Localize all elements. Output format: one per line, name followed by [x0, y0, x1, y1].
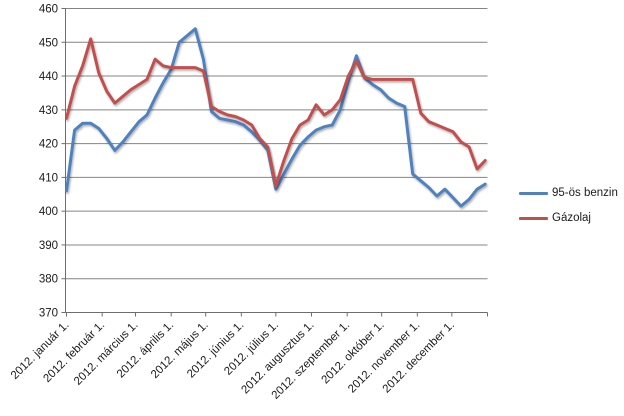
y-tick-label-460: 460 — [39, 4, 58, 16]
legend-item-benzin: 95-ös benzin — [519, 186, 618, 200]
series-line-benzin — [65, 27, 487, 208]
series-line-gazolaj — [65, 37, 487, 188]
y-tick-label-370: 370 — [39, 308, 58, 320]
y-tick-label-420: 420 — [39, 139, 58, 151]
x-tick-label-2: 2012. február 1. — [41, 319, 107, 385]
legend-line-sample-benzin — [519, 191, 548, 195]
y-tick-label-430: 430 — [39, 105, 58, 117]
y-tick-label-380: 380 — [39, 274, 58, 286]
legend-item-gazolaj: Gázolaj — [519, 211, 618, 225]
y-tick-label-400: 400 — [39, 206, 58, 218]
legend-label-benzin: 95-ös benzin — [552, 187, 618, 199]
legend-label-gazolaj: Gázolaj — [552, 212, 591, 224]
legend-line-sample-gazolaj — [519, 216, 548, 220]
y-tick-label-410: 410 — [39, 172, 58, 184]
legend: 95-ös benzin Gázolaj — [519, 186, 618, 225]
y-tick-label-450: 450 — [39, 37, 58, 49]
y-tick-label-440: 440 — [39, 71, 58, 83]
x-tick-label-3: 2012. március 1. — [72, 319, 141, 388]
y-tick-label-390: 390 — [39, 240, 58, 252]
x-tick-label-10: 2012. október 1. — [320, 319, 387, 386]
